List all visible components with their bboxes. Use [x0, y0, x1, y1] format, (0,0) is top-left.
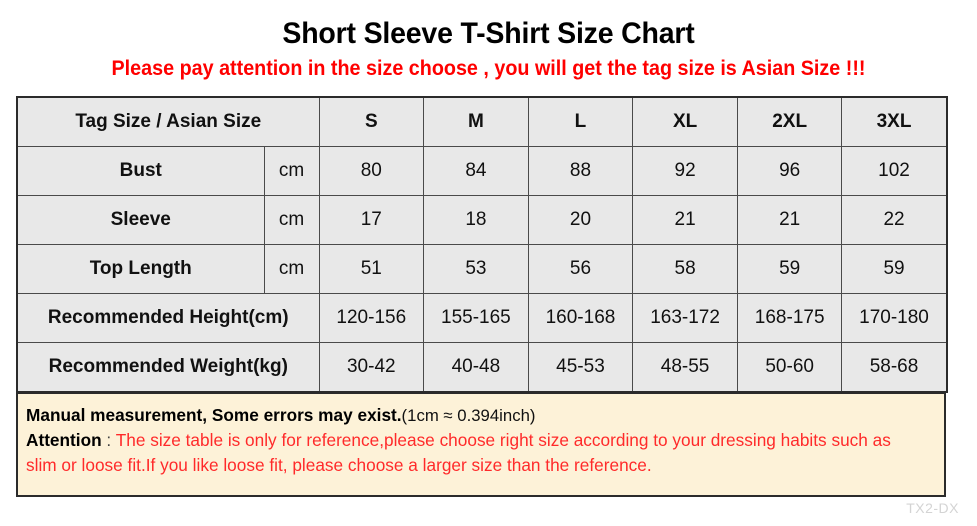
header-size-2xl: 2XL [736, 96, 843, 147]
footer-attention-bold: Attention [26, 430, 102, 450]
row-label-recommended-weight: Recommended Weight(kg) [16, 342, 320, 393]
cell-sleeve-xl: 21 [632, 195, 738, 245]
cell-weight-3xl: 58-68 [841, 342, 948, 393]
footer-measurement-bold: Manual measurement, Some errors may exis… [26, 405, 402, 425]
footer-line-attention: Attention : The size table is only for r… [26, 428, 922, 453]
cell-bust-s: 80 [318, 146, 425, 196]
row-unit-top-length: cm [263, 244, 320, 294]
cell-weight-xl: 48-55 [632, 342, 738, 393]
size-table: Tag Size / Asian Size S M L XL 2XL 3XL B… [16, 96, 948, 393]
row-label-recommended-height: Recommended Height(cm) [16, 293, 320, 343]
cell-height-2xl: 168-175 [736, 293, 843, 343]
row-unit-sleeve: cm [263, 195, 320, 245]
table-row: Bust cm 80 84 88 92 96 102 [16, 146, 948, 196]
table-row: Sleeve cm 17 18 20 21 21 22 [16, 195, 948, 245]
table-row: Recommended Height(cm) 120-156 155-165 1… [16, 293, 948, 343]
table-row: Top Length cm 51 53 56 58 59 59 [16, 244, 948, 294]
row-label-bust: Bust [16, 146, 265, 196]
header-size-3xl: 3XL [841, 96, 948, 147]
cell-bust-2xl: 96 [736, 146, 843, 196]
table-row: Recommended Weight(kg) 30-42 40-48 45-53… [16, 342, 948, 393]
cell-height-3xl: 170-180 [841, 293, 948, 343]
cell-height-m: 155-165 [423, 293, 529, 343]
size-table-container: Tag Size / Asian Size S M L XL 2XL 3XL B… [16, 96, 948, 393]
cell-height-l: 160-168 [527, 293, 634, 343]
footer-line-fit: slim or loose fit.If you like loose fit,… [26, 455, 652, 475]
cell-top-length-3xl: 59 [841, 244, 948, 294]
table-header-row: Tag Size / Asian Size S M L XL 2XL 3XL [16, 96, 948, 147]
header-size-l: L [527, 96, 634, 147]
cell-bust-l: 88 [527, 146, 634, 196]
cell-sleeve-s: 17 [318, 195, 425, 245]
footer-attention-text: The size table is only for reference,ple… [115, 430, 891, 450]
cell-top-length-l: 56 [527, 244, 634, 294]
cell-top-length-xl: 58 [632, 244, 738, 294]
watermark: TX2-DX [906, 500, 959, 516]
cell-weight-s: 30-42 [318, 342, 425, 393]
footer-attention-colon: : [101, 430, 116, 450]
cell-weight-l: 45-53 [527, 342, 634, 393]
cell-height-xl: 163-172 [632, 293, 738, 343]
cell-top-length-s: 51 [318, 244, 425, 294]
page-title: Short Sleeve T-Shirt Size Chart [282, 17, 695, 50]
cell-weight-2xl: 50-60 [736, 342, 843, 393]
cell-bust-xl: 92 [632, 146, 738, 196]
footer-line-measurement: Manual measurement, Some errors may exis… [26, 403, 922, 428]
header-size-m: M [423, 96, 529, 147]
header-size-xl: XL [632, 96, 738, 147]
cell-sleeve-l: 20 [527, 195, 634, 245]
cell-bust-3xl: 102 [841, 146, 948, 196]
page-subtitle: Please pay attention in the size choose … [111, 57, 866, 80]
cell-sleeve-2xl: 21 [736, 195, 843, 245]
footer-notes: Manual measurement, Some errors may exis… [16, 392, 946, 497]
header-size-s: S [318, 96, 425, 147]
header-corner-label: Tag Size / Asian Size [16, 96, 320, 147]
cell-sleeve-m: 18 [423, 195, 529, 245]
row-label-top-length: Top Length [16, 244, 265, 294]
cell-weight-m: 40-48 [423, 342, 529, 393]
footer-conversion-note: (1cm ≈ 0.394inch) [401, 406, 536, 425]
cell-bust-m: 84 [423, 146, 529, 196]
cell-sleeve-3xl: 22 [841, 195, 948, 245]
row-unit-bust: cm [263, 146, 320, 196]
cell-top-length-2xl: 59 [736, 244, 843, 294]
cell-top-length-m: 53 [423, 244, 529, 294]
row-label-sleeve: Sleeve [16, 195, 265, 245]
cell-height-s: 120-156 [318, 293, 425, 343]
